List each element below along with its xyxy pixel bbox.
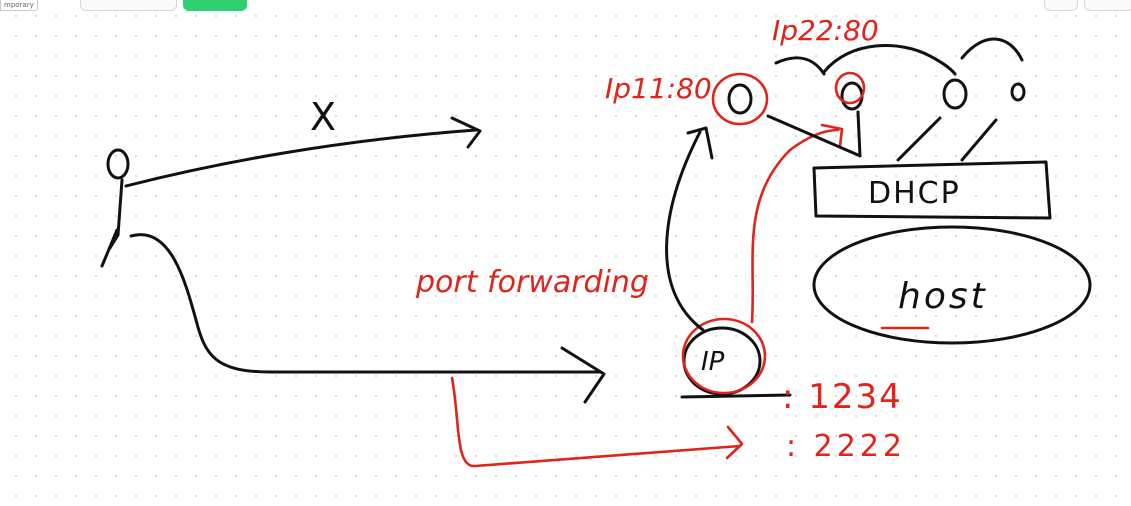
server-third bbox=[942, 78, 968, 110]
port-forwarding-label: port forwarding bbox=[415, 265, 649, 300]
server-top-link bbox=[856, 110, 862, 158]
server-fourth bbox=[1010, 82, 1026, 102]
router-top-head bbox=[820, 123, 844, 148]
host-oval bbox=[812, 225, 1092, 345]
settings-button[interactable] bbox=[1044, 0, 1078, 11]
router-left-head bbox=[686, 126, 714, 160]
left-server-label: Ip11:80 bbox=[605, 72, 712, 105]
server-third-link bbox=[896, 116, 942, 162]
port-2222-arrow-head bbox=[725, 425, 744, 460]
user-body bbox=[100, 178, 124, 268]
server-nodes bbox=[711, 71, 1026, 126]
router-top-line bbox=[750, 128, 840, 324]
forward-arrow-head bbox=[560, 346, 606, 404]
server-left-link bbox=[766, 114, 860, 157]
direct-arrow-line bbox=[124, 128, 478, 188]
port-2222-arrow-line bbox=[450, 376, 742, 468]
dhcp-label: DHCP bbox=[868, 176, 961, 211]
user-figure bbox=[100, 148, 130, 268]
router-underline bbox=[680, 393, 792, 399]
bracket-3 bbox=[960, 37, 1024, 62]
router-to-left-server-arrow bbox=[665, 126, 714, 332]
port-1234-label: : 1234 bbox=[782, 377, 903, 417]
bracket-2 bbox=[822, 43, 957, 76]
server-fourth-link bbox=[960, 118, 998, 162]
server-left bbox=[727, 83, 753, 115]
dhcp-rect bbox=[812, 160, 1052, 220]
port-2222-arrow bbox=[450, 376, 744, 468]
router-node bbox=[680, 317, 792, 399]
server-top bbox=[840, 81, 864, 111]
router-to-top-server-arrow bbox=[750, 123, 844, 324]
port-2222-label: : 2222 bbox=[786, 429, 906, 464]
toolbar-button[interactable] bbox=[80, 0, 177, 11]
forward-arrow bbox=[129, 233, 606, 404]
router-left-line bbox=[665, 130, 705, 332]
bracket-1 bbox=[774, 56, 826, 76]
direct-arrow bbox=[124, 116, 482, 188]
top-server-label: Ip22:80 bbox=[772, 14, 879, 47]
host-label: host bbox=[898, 276, 988, 317]
server-left-highlight bbox=[711, 72, 769, 126]
server-top-highlight bbox=[834, 71, 866, 105]
router-highlight bbox=[681, 317, 767, 395]
share-button[interactable] bbox=[183, 0, 247, 11]
server-connections bbox=[766, 110, 998, 162]
blocked-x-label: X bbox=[310, 95, 336, 139]
dhcp-box bbox=[812, 160, 1052, 220]
forward-arrow-line bbox=[129, 233, 602, 374]
direct-arrow-head bbox=[450, 116, 482, 149]
mode-tag[interactable]: mporary bbox=[0, 0, 38, 11]
host-ellipse bbox=[812, 225, 1092, 345]
user-head bbox=[106, 148, 130, 180]
server-brackets bbox=[774, 37, 1024, 76]
help-button[interactable] bbox=[1084, 0, 1131, 11]
router-label: IP bbox=[701, 347, 725, 377]
